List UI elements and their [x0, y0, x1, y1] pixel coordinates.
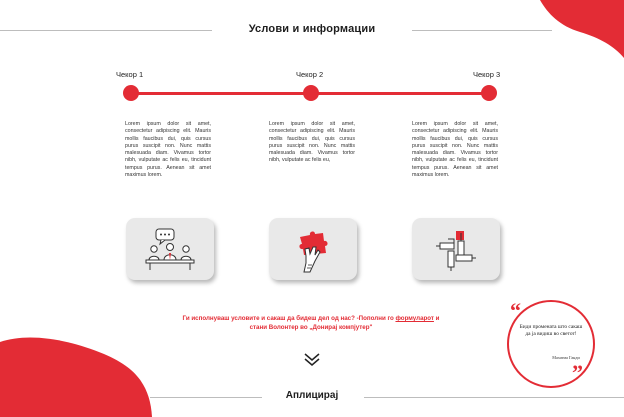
open-quote-icon: “ — [510, 298, 521, 323]
volunteer-cta: Ги исполнуваш условите и сакаш да бидеш … — [180, 314, 442, 332]
step-1-card — [126, 218, 214, 280]
step-2-dot — [303, 85, 319, 101]
header-divider-left — [0, 30, 212, 31]
bottom-left-blob — [0, 337, 152, 417]
step-2-card — [269, 218, 357, 280]
joined-hands-icon — [436, 231, 476, 271]
step-1-text: Lorem ipsum dolor sit amet, consectetur … — [125, 121, 211, 179]
quote-text: Биди промената што сакаш да ја видиш во … — [519, 324, 583, 338]
cta-text-end: и стани Волонтер во „Донирај компјутер" — [249, 315, 440, 331]
close-quote-icon: ” — [572, 360, 583, 385]
quote-circle — [507, 300, 595, 388]
step-3-card — [412, 218, 500, 280]
apply-button[interactable]: Аплицирај — [285, 390, 339, 401]
meeting-icon — [145, 228, 195, 270]
form-link[interactable]: формуларот — [395, 315, 434, 322]
cta-text-start: Ги исполнуваш условите и сакаш да бидеш … — [182, 315, 396, 322]
puzzle-hand-icon — [299, 231, 328, 273]
quote-author: Махатма Ганди — [552, 355, 580, 360]
footer-divider-left — [150, 397, 262, 398]
step-3-label: Чекор 3 — [473, 70, 501, 79]
chevron-down-icon[interactable] — [303, 352, 321, 368]
step-2-text: Lorem ipsum dolor sit amet, consectetur … — [269, 121, 355, 164]
step-1-label: Чекор 1 — [116, 70, 144, 79]
step-2-label: Чекор 2 — [296, 70, 324, 79]
page-title: Услови и информации — [248, 23, 376, 35]
footer-divider-right — [364, 397, 624, 398]
step-3-text: Lorem ipsum dolor sit amet, consectetur … — [412, 121, 498, 179]
header-divider-right — [412, 30, 552, 31]
step-1-dot — [123, 85, 139, 101]
step-3-dot — [481, 85, 497, 101]
